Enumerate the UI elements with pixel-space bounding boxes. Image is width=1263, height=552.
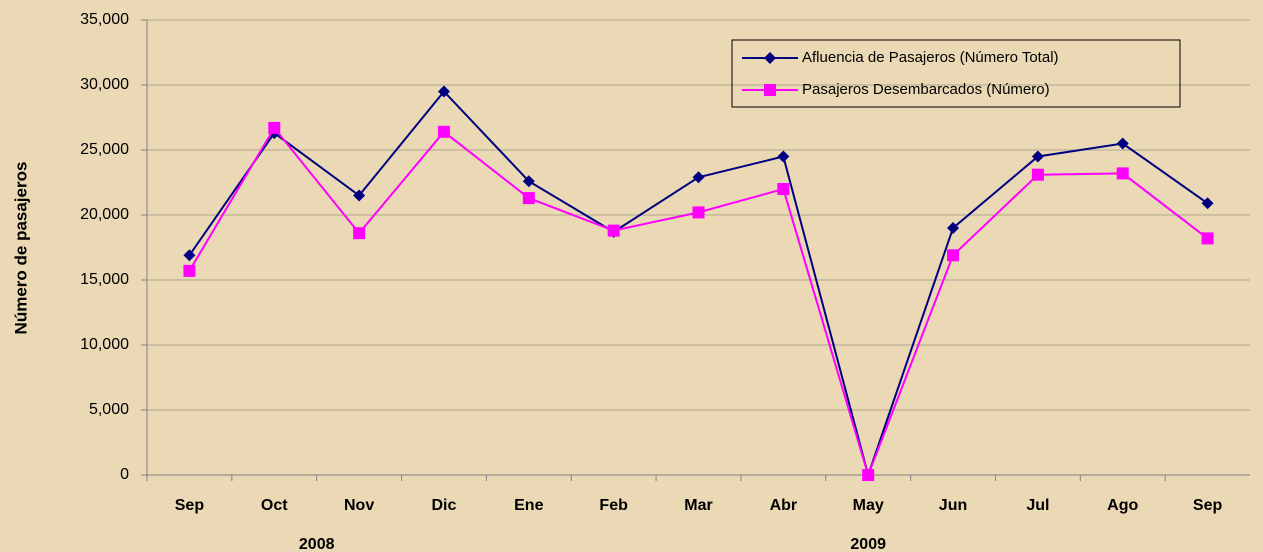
x-tick-label: Ago xyxy=(1107,497,1138,514)
data-point xyxy=(353,227,366,240)
data-point xyxy=(1031,168,1044,181)
x-tick-label: Sep xyxy=(175,497,205,514)
data-point xyxy=(183,264,196,277)
y-axis-label: Número de pasajeros xyxy=(11,162,30,335)
x-tick-label: Ene xyxy=(514,497,543,514)
data-point xyxy=(183,249,196,262)
x-group-label: 2008 xyxy=(299,536,335,552)
data-point xyxy=(947,222,960,234)
x-tick-label: Sep xyxy=(1193,497,1223,514)
y-tick-label: 10,000 xyxy=(80,336,129,353)
y-tick-label: 5,000 xyxy=(89,401,129,418)
data-point xyxy=(1201,232,1214,245)
y-tick-label: 15,000 xyxy=(80,271,129,288)
data-point xyxy=(1116,137,1129,150)
x-tick-label: Mar xyxy=(684,497,712,514)
y-tick-label: 0 xyxy=(120,466,129,483)
y-tick-label: 30,000 xyxy=(80,76,129,93)
data-point xyxy=(1031,150,1044,163)
x-tick-label: Abr xyxy=(770,497,798,514)
x-tick-label: Feb xyxy=(599,497,628,514)
y-tick-label: 20,000 xyxy=(80,206,129,223)
data-point xyxy=(437,125,450,138)
x-tick-label: Jul xyxy=(1026,497,1049,514)
series-line xyxy=(188,89,1209,479)
legend-label: Pasajeros Desembarcados (Número) xyxy=(802,81,1050,98)
data-point xyxy=(1116,167,1129,180)
legend-label: Afluencia de Pasajeros (Número Total) xyxy=(802,49,1059,66)
x-tick-label: Nov xyxy=(344,497,374,514)
data-point xyxy=(692,206,705,219)
legend-marker xyxy=(764,52,776,64)
data-point xyxy=(1201,197,1214,210)
data-point xyxy=(607,224,620,237)
data-point xyxy=(777,183,790,195)
data-point xyxy=(862,469,875,481)
data-point xyxy=(268,121,281,134)
data-point xyxy=(777,150,790,163)
legend-marker xyxy=(764,84,776,96)
data-point xyxy=(692,171,705,184)
data-point xyxy=(353,189,366,202)
data-point xyxy=(522,192,535,205)
y-tick-label: 25,000 xyxy=(80,141,129,158)
data-point xyxy=(437,85,450,98)
x-tick-label: Oct xyxy=(261,497,288,514)
legend-box xyxy=(731,39,1181,108)
x-tick-label: Jun xyxy=(939,497,967,514)
data-point xyxy=(522,175,535,188)
x-tick-label: May xyxy=(853,497,884,514)
y-tick-label: 35,000 xyxy=(80,11,129,28)
data-point xyxy=(947,249,960,262)
x-tick-label: Dic xyxy=(432,497,457,514)
x-group-label: 2009 xyxy=(850,536,886,552)
